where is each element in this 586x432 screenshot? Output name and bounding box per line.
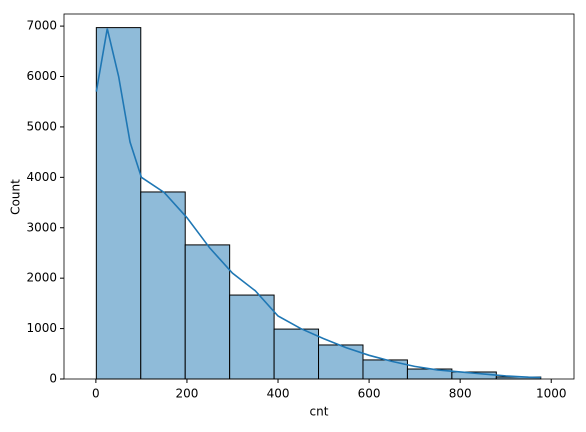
y-tick-label: 2000 bbox=[26, 271, 57, 285]
x-tick-label: 600 bbox=[358, 387, 381, 401]
y-axis-label: Count bbox=[9, 179, 23, 215]
kde-line bbox=[95, 28, 541, 379]
x-tick-label: 400 bbox=[267, 387, 290, 401]
bar bbox=[140, 191, 186, 380]
x-axis-label: cnt bbox=[310, 405, 329, 419]
y-tick-label: 1000 bbox=[26, 321, 57, 335]
bar bbox=[318, 344, 364, 380]
y-tick-label: 7000 bbox=[26, 19, 57, 33]
x-tick-label: 800 bbox=[449, 387, 472, 401]
y-tick-label: 4000 bbox=[26, 170, 57, 184]
bar bbox=[229, 294, 275, 380]
y-tick-label: 6000 bbox=[26, 69, 57, 83]
y-tick-label: 5000 bbox=[26, 119, 57, 133]
y-tick-label: 3000 bbox=[26, 220, 57, 234]
bar bbox=[184, 244, 231, 380]
x-tick-label: 1000 bbox=[536, 387, 567, 401]
axes-frame bbox=[63, 13, 575, 380]
bar bbox=[273, 328, 320, 380]
x-tick-label: 200 bbox=[175, 387, 198, 401]
x-tick-label: 0 bbox=[92, 387, 100, 401]
y-tick-label: 0 bbox=[49, 372, 57, 386]
